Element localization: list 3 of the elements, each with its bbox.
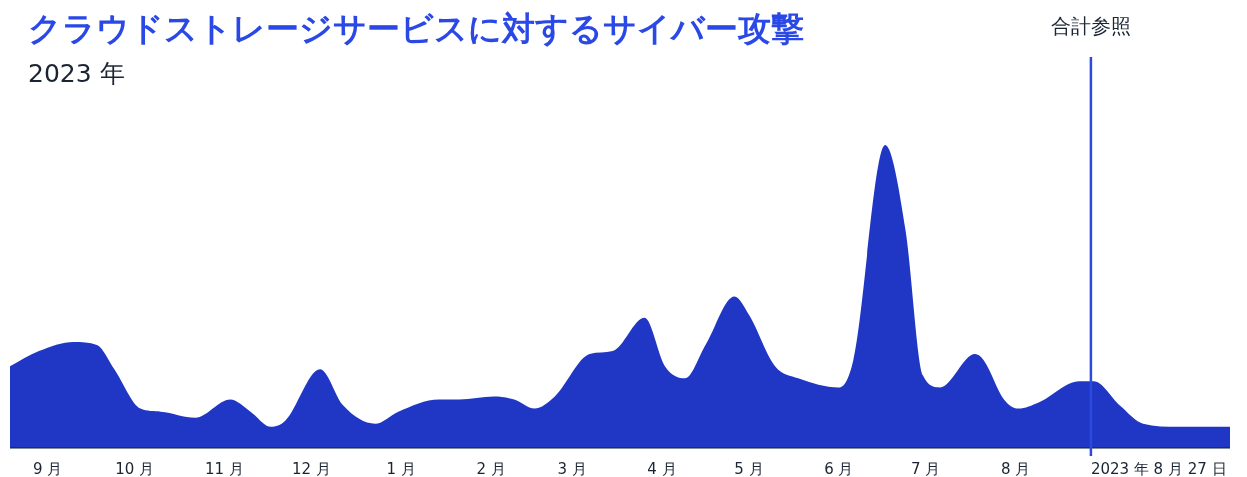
title: クラウドストレージサービスに対するサイバー攻撃 [28,9,804,48]
annotation: 2023 年 8 月 27 日 [1090,460,1227,477]
subtitle: 2023 年 [28,59,125,88]
